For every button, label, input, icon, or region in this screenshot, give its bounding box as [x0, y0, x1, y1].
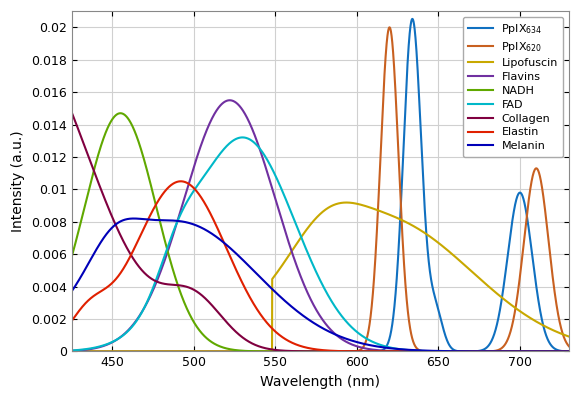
Y-axis label: Intensity (a.u.): Intensity (a.u.): [11, 130, 25, 232]
Collagen: [125, 248, 132, 253]
Melanin: [502, 349, 509, 354]
Collagen: [259, 345, 266, 350]
Collagen: [154, 280, 161, 284]
Melanin: [281, 298, 288, 302]
Line: PpIX$_{634}$: PpIX$_{634}$: [71, 19, 569, 352]
Melanin: [154, 218, 161, 222]
PpIX$_{620}$: [280, 349, 287, 354]
FAD: [239, 135, 246, 140]
FAD: [259, 150, 266, 154]
PpIX$_{634}$: [154, 349, 161, 354]
Elastin: [566, 349, 572, 354]
FAD: [125, 328, 132, 333]
Lipofuscin: [154, 349, 161, 354]
Elastin: [259, 315, 266, 320]
NADH: [556, 349, 563, 354]
Lipofuscin: [566, 334, 572, 339]
Melanin: [556, 349, 563, 354]
Elastin: [502, 349, 509, 354]
Collagen: [68, 110, 75, 114]
Line: Collagen: Collagen: [71, 112, 569, 352]
PpIX$_{620}$: [125, 349, 132, 354]
Flavins: [68, 348, 75, 353]
NADH: [125, 117, 132, 122]
Flavins: [556, 349, 563, 354]
Elastin: [68, 319, 75, 324]
PpIX$_{634}$: [68, 349, 75, 354]
Lipofuscin: [259, 349, 266, 354]
NADH: [259, 349, 266, 354]
NADH: [502, 349, 509, 354]
PpIX$_{634}$: [566, 349, 572, 354]
Elastin: [281, 336, 288, 341]
Melanin: [125, 216, 132, 221]
Elastin: [154, 199, 161, 204]
FAD: [566, 349, 572, 354]
Line: Elastin: Elastin: [71, 181, 569, 352]
FAD: [281, 192, 288, 197]
PpIX$_{634}$: [409, 16, 416, 21]
Elastin: [556, 349, 563, 354]
Line: NADH: NADH: [71, 113, 569, 352]
Lipofuscin: [343, 200, 350, 205]
PpIX$_{620}$: [502, 341, 509, 346]
PpIX$_{634}$: [556, 348, 563, 353]
X-axis label: Wavelength (nm): Wavelength (nm): [260, 375, 380, 389]
PpIX$_{620}$: [386, 25, 393, 30]
Flavins: [566, 349, 572, 354]
PpIX$_{620}$: [259, 349, 266, 354]
Flavins: [502, 349, 509, 354]
PpIX$_{634}$: [280, 349, 287, 354]
Lipofuscin: [280, 260, 287, 265]
Flavins: [226, 98, 233, 103]
Line: FAD: FAD: [71, 138, 569, 352]
Melanin: [130, 216, 137, 221]
NADH: [68, 255, 75, 260]
NADH: [154, 211, 161, 216]
Line: Flavins: Flavins: [71, 100, 569, 352]
PpIX$_{634}$: [259, 349, 266, 354]
FAD: [556, 349, 563, 354]
Melanin: [68, 289, 75, 294]
FAD: [68, 348, 75, 353]
Legend: PpIX$_{634}$, PpIX$_{620}$, Lipofuscin, Flavins, NADH, FAD, Collagen, Elastin, M: PpIX$_{634}$, PpIX$_{620}$, Lipofuscin, …: [462, 17, 563, 157]
Lipofuscin: [502, 298, 509, 303]
Collagen: [556, 349, 563, 354]
NADH: [117, 111, 124, 116]
FAD: [154, 273, 161, 278]
Line: PpIX$_{620}$: PpIX$_{620}$: [71, 27, 569, 352]
Melanin: [259, 277, 266, 282]
Lipofuscin: [125, 349, 132, 354]
Lipofuscin: [556, 330, 563, 335]
PpIX$_{620}$: [68, 349, 75, 354]
PpIX$_{634}$: [125, 349, 132, 354]
Lipofuscin: [68, 349, 75, 354]
Flavins: [125, 328, 132, 332]
Melanin: [566, 349, 572, 354]
Flavins: [154, 276, 161, 281]
Collagen: [566, 349, 572, 354]
Flavins: [259, 155, 266, 160]
Elastin: [177, 179, 184, 184]
Line: Lipofuscin: Lipofuscin: [71, 202, 569, 352]
Line: Melanin: Melanin: [71, 218, 569, 352]
NADH: [566, 349, 572, 354]
PpIX$_{634}$: [502, 269, 509, 274]
Flavins: [281, 225, 288, 230]
NADH: [281, 349, 288, 354]
FAD: [502, 349, 509, 354]
PpIX$_{620}$: [556, 318, 563, 322]
PpIX$_{620}$: [154, 349, 161, 354]
PpIX$_{620}$: [566, 344, 572, 349]
Collagen: [502, 349, 509, 354]
Elastin: [125, 258, 132, 263]
Collagen: [280, 348, 287, 353]
